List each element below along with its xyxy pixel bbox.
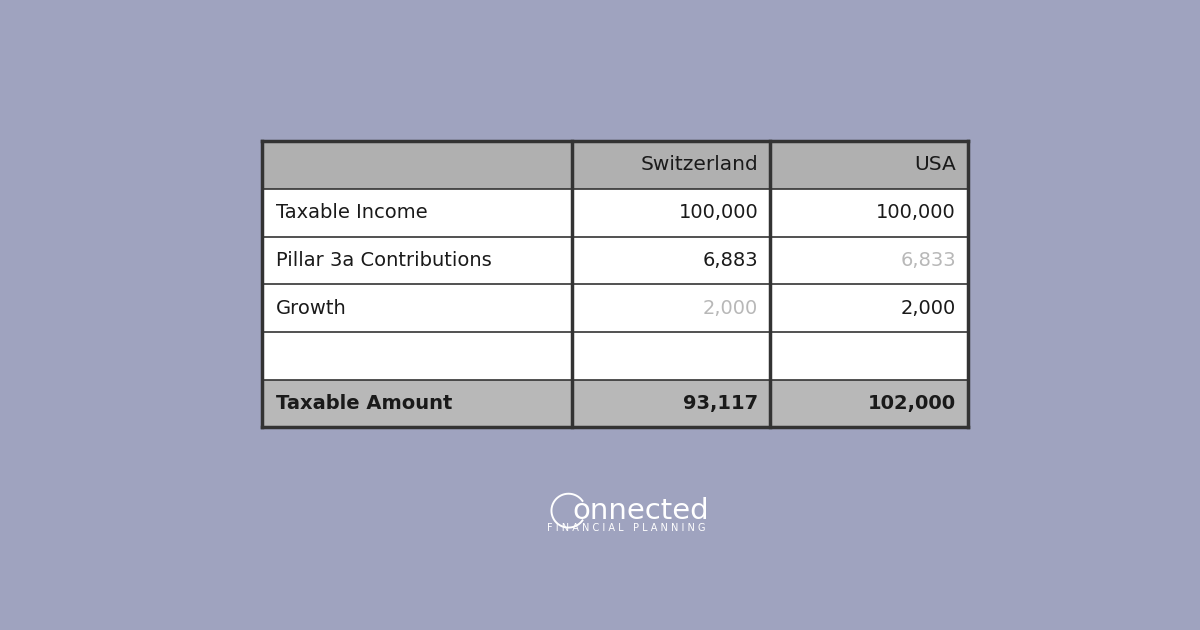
- Bar: [263, 141, 967, 428]
- Text: Growth: Growth: [276, 299, 347, 318]
- Text: Switzerland: Switzerland: [641, 156, 758, 175]
- Text: Pillar 3a Contributions: Pillar 3a Contributions: [276, 251, 492, 270]
- Text: 2,000: 2,000: [901, 299, 956, 318]
- Text: F I N A N C I A L   P L A N N I N G: F I N A N C I A L P L A N N I N G: [547, 523, 706, 532]
- Text: 100,000: 100,000: [679, 203, 758, 222]
- Text: 102,000: 102,000: [868, 394, 956, 413]
- Text: Taxable Income: Taxable Income: [276, 203, 428, 222]
- Text: 2,000: 2,000: [703, 299, 758, 318]
- Text: 100,000: 100,000: [876, 203, 956, 222]
- Bar: [263, 141, 967, 189]
- Bar: [263, 380, 967, 428]
- Text: USA: USA: [914, 156, 956, 175]
- Text: 93,117: 93,117: [683, 394, 758, 413]
- Text: Taxable Amount: Taxable Amount: [276, 394, 452, 413]
- Text: 6,883: 6,883: [703, 251, 758, 270]
- Text: onnected: onnected: [572, 496, 709, 525]
- Text: 6,833: 6,833: [900, 251, 956, 270]
